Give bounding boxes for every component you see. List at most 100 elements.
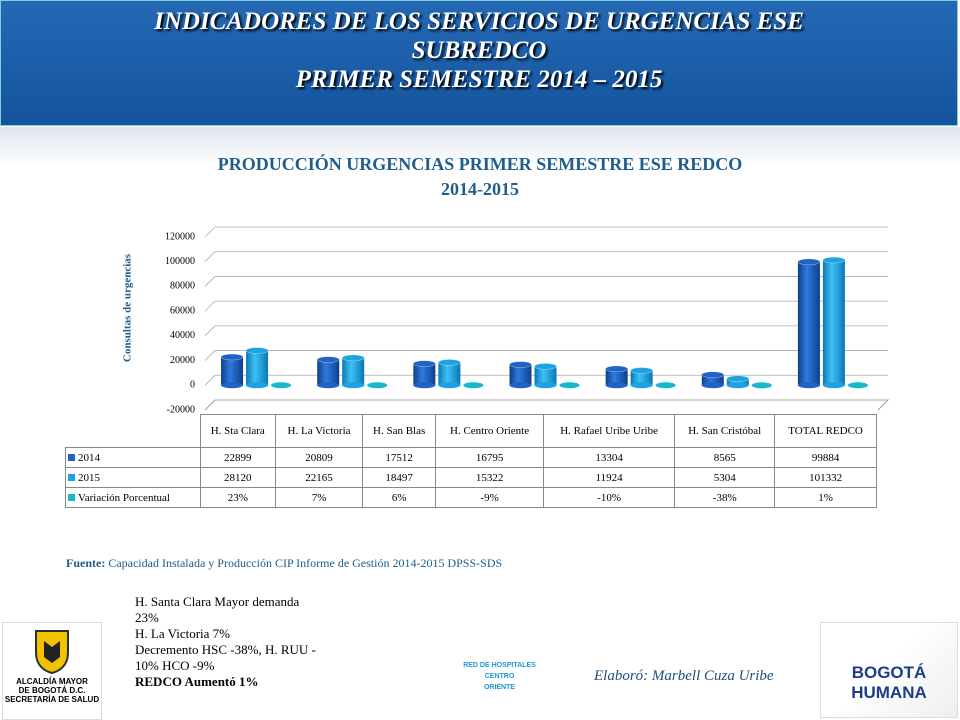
header-line: INDICADORES DE LOS SERVICIOS DE URGENCIA… <box>154 8 804 35</box>
coat-of-arms <box>35 630 69 675</box>
bar-base <box>559 382 580 389</box>
y-tick-label: 120000 <box>165 231 195 242</box>
bar-base <box>221 382 244 389</box>
grid-line <box>204 300 888 312</box>
category-label: H. Sta Clara <box>199 414 277 448</box>
floor <box>204 399 890 411</box>
bar-base <box>822 382 845 389</box>
bar-cap <box>220 353 244 361</box>
chart-title: PRODUCCIÓN URGENCIAS PRIMER SEMESTRE ESE… <box>0 152 960 202</box>
bar-base <box>534 382 557 389</box>
author: Elaboró: Marbell Cuza Uribe <box>594 668 774 684</box>
grid-line <box>204 276 888 287</box>
grid-line <box>204 226 888 238</box>
bar-cap <box>797 258 821 266</box>
grid-line <box>204 374 888 386</box>
bar <box>413 363 436 386</box>
legend-label: 2014 <box>78 451 100 464</box>
category-label: H. San Cristóbal <box>674 414 776 448</box>
legend-label: 2015 <box>78 471 100 484</box>
bar <box>221 356 244 386</box>
bar <box>822 260 845 386</box>
y-tick-label: 40000 <box>170 330 195 341</box>
legend-key <box>68 453 75 461</box>
bar-cap <box>438 359 461 366</box>
y-tick-label: 60000 <box>170 305 195 316</box>
bar-cap <box>413 360 436 367</box>
y-tick-label: 20000 <box>170 355 195 366</box>
series-cell: 2015 <box>65 467 201 488</box>
table-value: 16795 <box>435 447 544 468</box>
grid-line <box>204 399 888 411</box>
logo-text: CENTRO <box>484 673 515 680</box>
table-value: 20809 <box>275 447 364 468</box>
notes: H. Santa Clara Mayor demanda 23% H. La Vic… <box>135 594 316 690</box>
legend-label: Variación Porcentual <box>78 491 170 504</box>
category-label: H. La Victoria <box>275 414 364 448</box>
table-value: 22165 <box>275 467 364 488</box>
bar <box>438 362 461 386</box>
bar-base <box>701 382 724 389</box>
bar-base <box>271 382 292 389</box>
note-line: H. Santa Clara Mayor demanda <box>135 594 300 609</box>
source-label: Fuente: <box>66 556 106 570</box>
bar-cap <box>534 363 557 370</box>
chart-title-line: PRODUCCIÓN URGENCIAS PRIMER SEMESTRE ESE… <box>217 154 743 174</box>
table-value: 22899 <box>199 447 277 468</box>
y-tick-label: 80000 <box>170 281 195 292</box>
note-line: H. La Victoria 7% <box>135 626 231 641</box>
bar <box>534 366 557 386</box>
category-label: H. Centro Oriente <box>435 414 544 448</box>
grid-line <box>204 251 888 262</box>
note-line: Decremento HSC -38%, H. RUU - <box>135 642 316 657</box>
bar-cap <box>245 347 269 354</box>
bar <box>630 370 653 386</box>
legend-key <box>68 493 75 501</box>
y-tick-label: 100000 <box>165 256 195 267</box>
note-line: 23% <box>135 610 159 625</box>
bar-base <box>246 382 269 389</box>
bar-base <box>797 382 820 389</box>
logo-text: BOGOTÁ <box>851 663 927 682</box>
series-cell: 2014 <box>65 447 201 468</box>
note-line: REDCO Aumentó 1% <box>135 674 259 689</box>
logo-text: ALCALDÍA MAYOR <box>16 677 88 686</box>
bar-base <box>726 382 749 389</box>
bar-base <box>605 382 628 389</box>
bar-base <box>413 382 436 389</box>
bar-base <box>509 382 532 389</box>
table-row: Variación Porcentual 23% 7% 6% -9% -10% -38% 1% <box>65 487 877 508</box>
table-value: 18497 <box>362 467 437 488</box>
bar-cap <box>726 375 749 382</box>
y-axis-label: Consultas de urgencias <box>122 253 134 362</box>
logo-text: HUMANA <box>851 683 927 702</box>
table-value: 11924 <box>542 467 676 488</box>
bar-base <box>751 382 772 389</box>
bar-base <box>655 382 676 389</box>
bar-base <box>367 382 388 389</box>
logo-text: SECRETARÍA DE SALUD <box>4 695 100 704</box>
table-value: -38% <box>674 487 776 508</box>
table-value: 7% <box>275 487 364 508</box>
bar <box>605 368 628 386</box>
table-row: 2014 22899 20809 17512 16795 13304 8565 99884 <box>65 447 877 468</box>
y-tick-label: 0 <box>190 380 195 391</box>
bar-cap <box>342 354 365 362</box>
table-value: -9% <box>435 487 544 508</box>
table-value: 1% <box>774 487 877 508</box>
logo-text: RED DE HOSPITALES <box>463 662 536 669</box>
bar-base <box>317 382 340 389</box>
bar-cap <box>317 356 340 363</box>
bar <box>701 374 724 386</box>
bar-cap <box>509 361 532 368</box>
logo-bogota: BOGOTÁ HUMANA <box>820 622 958 718</box>
category-label: TOTAL REDCO <box>774 414 877 448</box>
table-corner <box>66 415 201 448</box>
logo-alcaldia: ALCALDÍA MAYOR DE BOGOTÁ D.C. SECRETARÍA D… <box>2 622 102 720</box>
bar-base <box>847 382 868 389</box>
bar-cap <box>701 371 724 378</box>
bar-cap <box>822 256 846 264</box>
data-table: H. Sta Clara H. La Victoria H. San Blas H. … <box>65 414 877 508</box>
chart: Consultas de urgencias -20000 0 20000 40000… <box>122 226 890 415</box>
